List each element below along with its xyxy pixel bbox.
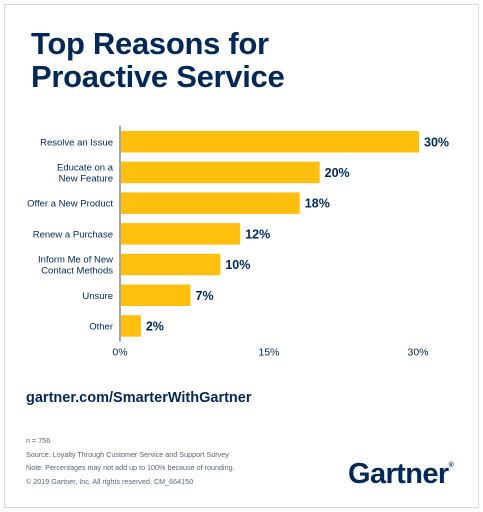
chart-x-tick-labels: 0% 15% 30% — [112, 347, 428, 359]
bar — [121, 315, 141, 337]
category-label: Educate on a — [57, 162, 114, 173]
footnotes: n = 756 Source: Loyalty Through Customer… — [26, 434, 346, 488]
bar — [121, 223, 241, 245]
category-label: Other — [89, 321, 113, 332]
value-label: 10% — [225, 258, 250, 272]
chart-bars — [121, 131, 419, 337]
value-label: 30% — [424, 135, 449, 149]
x-tick-label: 15% — [258, 347, 279, 359]
infographic-card: Top Reasons for Proactive Service — [4, 4, 479, 508]
title-line-2: Proactive Service — [31, 59, 285, 94]
category-label: Inform Me of New — [38, 255, 113, 266]
footnote-sample-size: n = 756 — [26, 436, 51, 445]
bar — [121, 161, 320, 184]
value-label: 20% — [325, 166, 350, 180]
value-label: 18% — [305, 197, 330, 211]
value-label: 12% — [245, 227, 270, 241]
x-tick-label: 30% — [407, 347, 428, 359]
footnote-source: Source: Loyalty Through Customer Service… — [26, 449, 229, 459]
category-label: Offer a New Product — [27, 199, 113, 210]
bar — [121, 253, 221, 276]
category-label: Renew a Purchase — [33, 229, 113, 240]
bar — [121, 131, 419, 153]
gartner-logo: Gartner® — [348, 458, 454, 491]
category-label: New Feature — [59, 173, 113, 184]
chart-value-labels: 30% 20% 18% 12% 10% 7% 2% — [146, 135, 449, 333]
value-label: 7% — [196, 289, 214, 303]
page-title: Top Reasons for Proactive Service — [31, 27, 451, 93]
bar — [121, 284, 191, 306]
category-label: Contact Methods — [41, 266, 113, 277]
x-tick-label: 0% — [112, 347, 127, 359]
registered-mark: ® — [448, 462, 454, 469]
title-line-1: Top Reasons for — [31, 26, 269, 61]
footnote-note: Note: Percentages may not add up to 100%… — [26, 463, 235, 472]
bar — [121, 192, 300, 214]
category-label: Resolve an Issue — [40, 137, 113, 148]
gartner-logo-text: Gartner — [348, 458, 449, 490]
footnote-copyright: © 2019 Gartner, Inc. All rights reserved… — [26, 476, 194, 486]
category-label: Unsure — [82, 291, 113, 302]
smarter-with-gartner-link[interactable]: gartner.com/SmarterWithGartner — [26, 390, 252, 406]
value-label: 2% — [146, 319, 164, 333]
